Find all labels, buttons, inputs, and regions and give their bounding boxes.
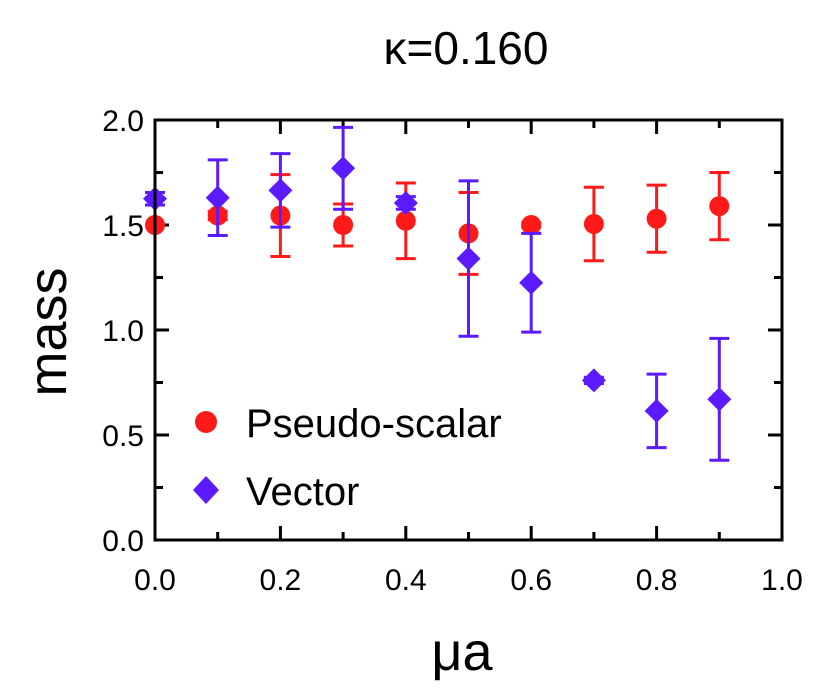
data-point-pseudo-scalar: [709, 196, 730, 217]
data-series: [143, 125, 732, 462]
data-point-vector: [581, 368, 606, 393]
y-tick-label: 2.0: [102, 105, 144, 138]
data-point-pseudo-scalar: [521, 215, 542, 235]
x-axis-label: μa: [431, 622, 493, 682]
legend-marker-vector: [193, 476, 219, 504]
legend-marker-pseudo-scalar: [195, 411, 217, 433]
y-axis-label: mass: [18, 267, 78, 396]
data-point-pseudo-scalar: [583, 213, 604, 234]
data-point-vector: [519, 270, 544, 295]
series-vector: [143, 125, 732, 462]
data-point-vector: [268, 178, 293, 203]
plot-frame: [153, 118, 784, 542]
legend-label-vector: Vector: [246, 470, 359, 514]
series-pseudo-scalar: [145, 171, 730, 276]
y-tick-label: 1.5: [102, 210, 144, 243]
data-point-vector: [331, 156, 356, 181]
y-tick-label: 0.0: [102, 525, 144, 558]
legend: Pseudo-scalar Vector: [193, 402, 502, 514]
data-point-vector: [205, 185, 230, 210]
x-tick-label: 0.2: [260, 564, 302, 597]
y-tick-label: 1.0: [102, 315, 144, 348]
x-tick-label: 0.0: [134, 564, 176, 597]
tick-labels: 0.0 0.2 0.4 0.6 0.8 1.0 0.0 0.5 1.0 1.5 2.0: [102, 105, 803, 597]
y-tick-label: 0.5: [102, 420, 144, 453]
x-tick-label: 1.0: [761, 564, 803, 597]
data-point-vector: [644, 398, 669, 423]
x-tick-label: 0.8: [636, 564, 678, 597]
data-point-pseudo-scalar: [646, 208, 667, 229]
data-point-vector: [393, 190, 418, 215]
x-tick-label: 0.6: [510, 564, 552, 597]
x-tick-label: 0.4: [385, 564, 427, 597]
data-point-vector: [456, 246, 481, 271]
data-point-pseudo-scalar: [395, 210, 416, 231]
data-point-pseudo-scalar: [333, 215, 354, 235]
legend-label-pseudo-scalar: Pseudo-scalar: [246, 402, 502, 446]
data-point-vector: [707, 387, 732, 412]
chart-title: κ=0.160: [384, 22, 549, 74]
